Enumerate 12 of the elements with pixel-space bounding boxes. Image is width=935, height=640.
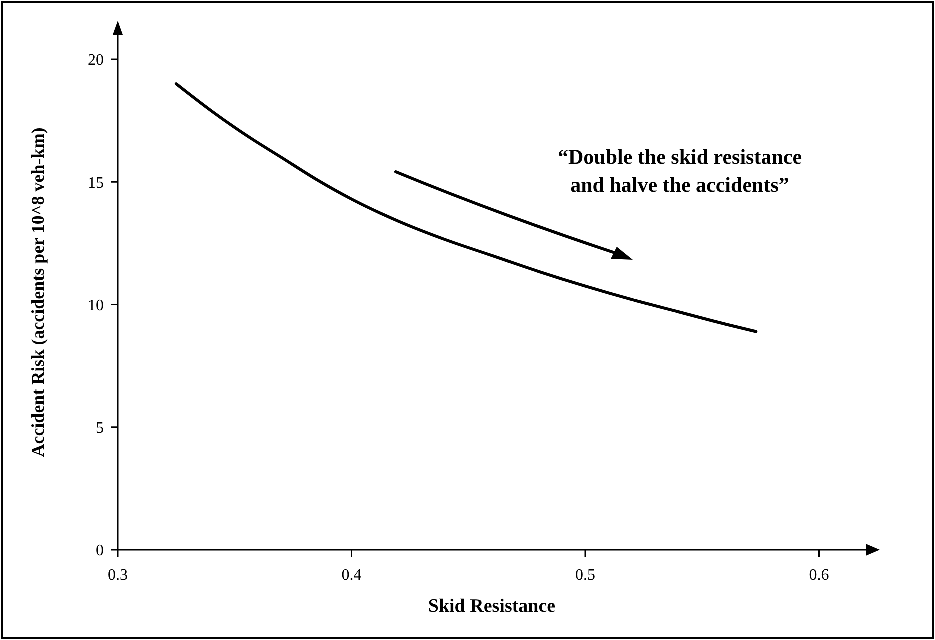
x-tick-label: 0.4 <box>342 567 362 584</box>
annotation: “Double the skid resistance and halve the accidents” <box>558 145 802 197</box>
y-axis-title: Accident Risk (accidents per 10^8 veh-km) <box>28 128 48 458</box>
y-tick-label: 20 <box>88 52 104 70</box>
y-tick-label: 5 <box>96 420 104 437</box>
y-tick-label: 0 <box>96 542 104 560</box>
y-tick-label: 15 <box>88 174 104 192</box>
x-tick-label: 0.3 <box>108 567 128 584</box>
x-tick-label: 0.5 <box>576 567 596 584</box>
x-axis-title: Skid Resistance <box>428 596 556 617</box>
x-tick-label: 0.6 <box>809 567 830 584</box>
y-tick-label: 10 <box>88 297 104 314</box>
